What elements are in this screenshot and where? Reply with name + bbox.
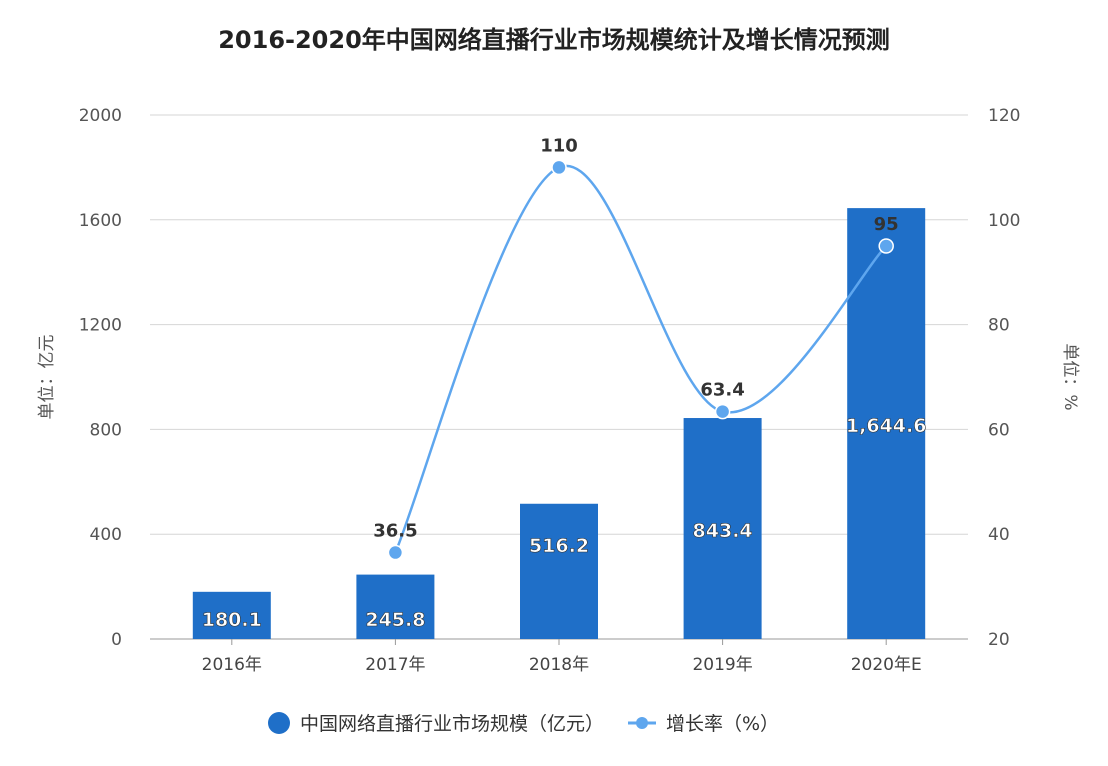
bar-data-label: 1,644.6 xyxy=(846,415,927,437)
y-left-tick-label: 800 xyxy=(90,420,122,440)
y-left-tick-label: 400 xyxy=(90,525,122,545)
growth-point xyxy=(387,544,404,561)
y-right-tick-label: 100 xyxy=(988,211,1020,231)
bar xyxy=(683,418,762,639)
y-left-tick-label: 1600 xyxy=(79,211,122,231)
y-left-tick-label: 2000 xyxy=(79,106,122,126)
chart-title: 2016-2020年中国网络直播行业市场规模统计及增长情况预测 xyxy=(218,26,890,54)
y-left-tick-label: 1200 xyxy=(79,316,122,336)
x-tick-label: 2019年 xyxy=(692,655,752,675)
y-left-tick-label: 0 xyxy=(111,630,122,650)
y-right-tick-label: 20 xyxy=(988,630,1010,650)
bar-data-label: 180.1 xyxy=(202,609,262,631)
line-data-label: 110 xyxy=(540,135,578,156)
y-right-tick-label: 40 xyxy=(988,525,1010,545)
growth-point xyxy=(714,403,731,420)
legend-line-label: 增长率（%） xyxy=(666,713,779,735)
bar xyxy=(192,591,271,639)
bar-data-label: 843.4 xyxy=(693,520,753,542)
growth-point xyxy=(551,159,567,176)
x-tick-label: 2017年 xyxy=(365,655,425,675)
y-right-tick-label: 80 xyxy=(988,316,1010,336)
x-tick-label: 2018年 xyxy=(529,655,589,675)
legend-bar-marker xyxy=(268,712,290,734)
x-tick-label: 2016年 xyxy=(202,655,262,675)
line-data-label: 36.5 xyxy=(373,521,417,542)
y-axis-left-label: 单位：亿元 xyxy=(37,335,57,420)
legend-line-point xyxy=(636,717,648,729)
bar xyxy=(356,574,435,639)
bar-data-label: 245.8 xyxy=(365,609,425,631)
y-right-tick-label: 60 xyxy=(988,420,1010,440)
growth-line xyxy=(394,164,888,554)
legend-bar-label: 中国网络直播行业市场规模（亿元） xyxy=(300,713,604,735)
bar xyxy=(520,503,598,639)
y-axis-right-label: 单位：% xyxy=(1060,343,1080,410)
y-right-tick-label: 120 xyxy=(988,106,1020,126)
x-tick-label: 2020年E xyxy=(851,655,922,675)
bar-data-label: 516.2 xyxy=(529,535,589,557)
line-data-label: 95 xyxy=(874,214,899,235)
line-data-label: 63.4 xyxy=(700,380,744,401)
growth-point xyxy=(878,238,894,254)
